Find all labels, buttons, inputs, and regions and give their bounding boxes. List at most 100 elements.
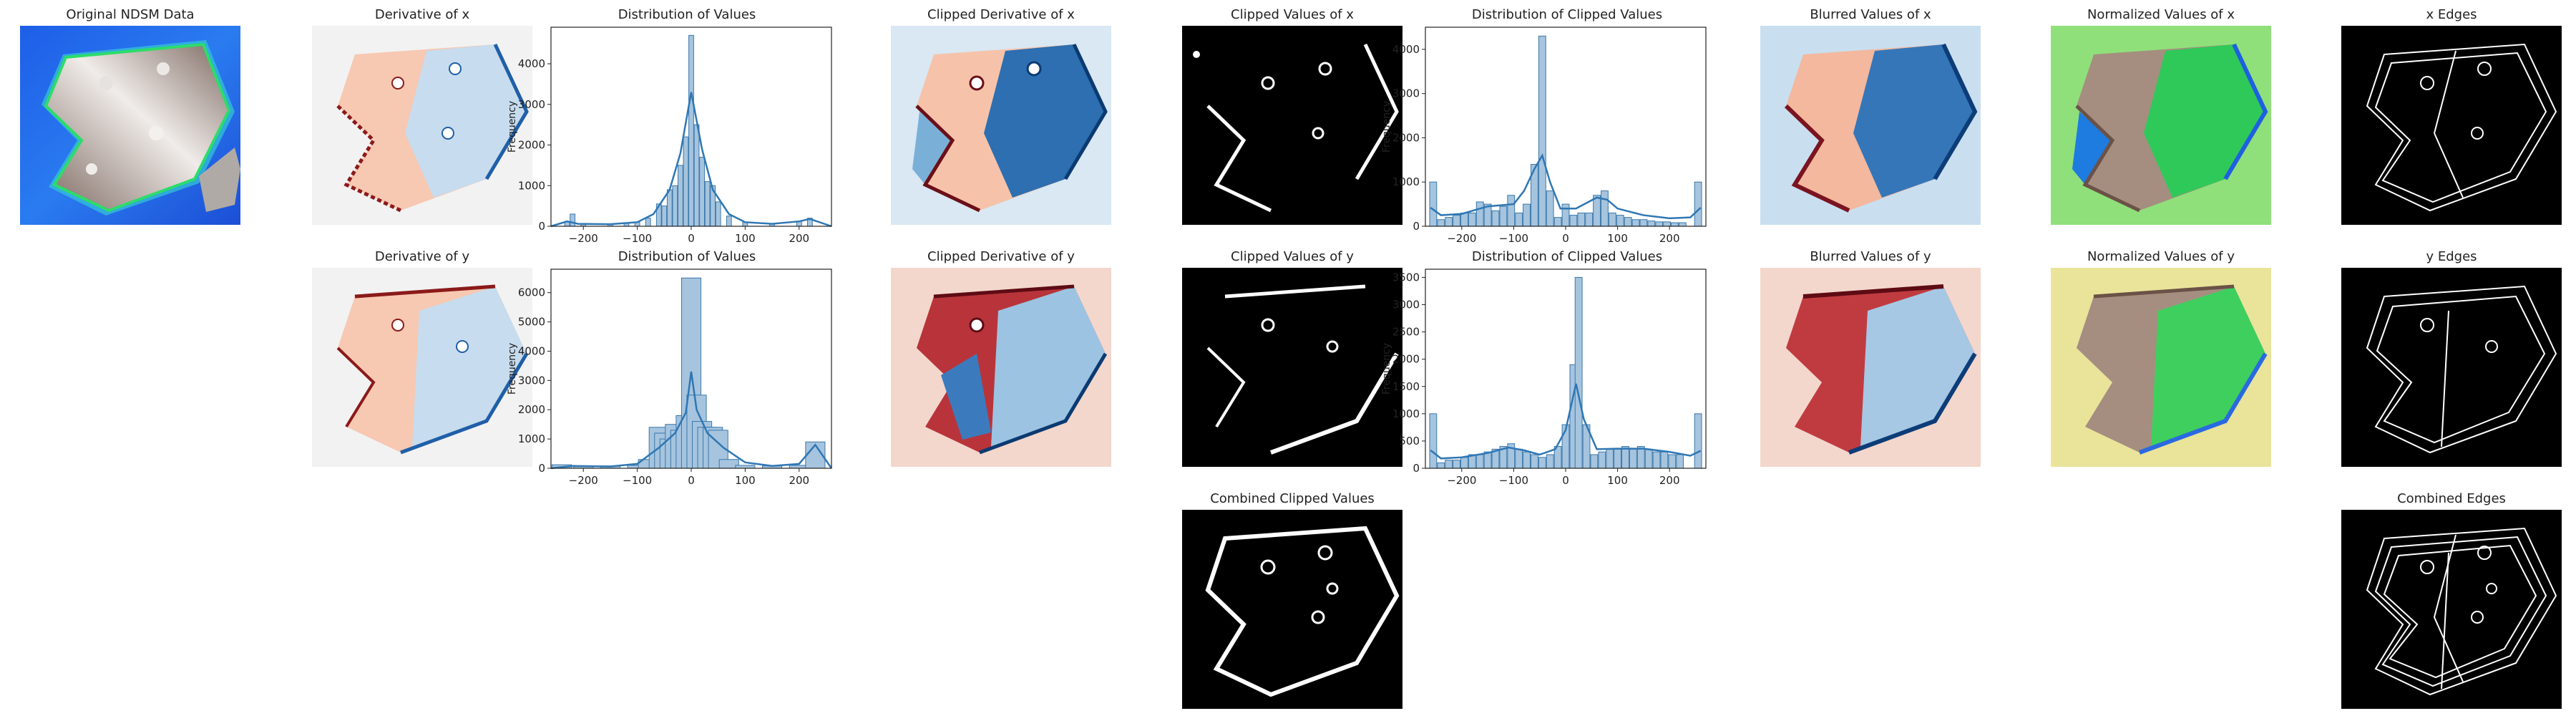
hist-bar (1593, 195, 1601, 227)
hist-bar (1445, 217, 1453, 227)
derivative-y-image (312, 268, 532, 467)
hist-bar (1460, 212, 1468, 227)
x-tick-label: 100 (735, 232, 756, 245)
hist-bar (1460, 457, 1468, 469)
x-tick-label: −200 (1447, 232, 1476, 245)
x-edges-image (2341, 26, 2562, 225)
x-tick-label: 0 (1562, 474, 1569, 487)
y-tick-label: 3500 (1392, 271, 1420, 284)
hist-bar (1515, 448, 1523, 469)
x-tick-label: −100 (623, 232, 652, 245)
histogram-clipped-x: −200 −100 0 100 20001000200030004000Frequenc… (1381, 26, 1707, 245)
y-tick-label: 3000 (1392, 299, 1420, 311)
y-tick-label: 4000 (1392, 43, 1420, 56)
hist-bar (1453, 460, 1460, 469)
hist-bar (1621, 446, 1629, 469)
hist-bar (1678, 222, 1687, 227)
title-clip-vals-y: Clipped Values of y (1231, 249, 1354, 264)
y-tick-label: 1000 (1392, 407, 1420, 420)
x-tick-label: −200 (569, 232, 598, 245)
x-tick-label: 0 (688, 232, 695, 245)
hist-bar (1668, 454, 1677, 469)
x-tick-label: 200 (789, 474, 809, 487)
hist-bar (715, 201, 721, 227)
y-tick-label: 2000 (1392, 353, 1420, 366)
hist-bar (1499, 205, 1508, 227)
hist-bar (1553, 217, 1562, 227)
hist-bar (1671, 222, 1679, 227)
title-edges-x: x Edges (2426, 7, 2477, 22)
title-original: Original NDSM Data (66, 7, 195, 22)
x-tick-label: 100 (735, 474, 756, 487)
hist-bar (1574, 276, 1583, 469)
title-blur-y: Blurred Values of y (1810, 249, 1931, 264)
hist-bar (1475, 201, 1484, 227)
title-dist-y: Distribution of Values (618, 249, 756, 264)
clipped-values-y-image (1182, 268, 1402, 467)
y-tick-label: 500 (1399, 435, 1420, 448)
hist-bar (699, 157, 705, 227)
histogram-values-x: −200 −100 0 100 20001000200030004000Frequenc… (507, 26, 832, 245)
y-tick-label: 4000 (518, 57, 545, 70)
combined-edges-image (2341, 510, 2562, 709)
hist-bar (693, 124, 700, 227)
title-norm-y: Normalized Values of y (2087, 249, 2235, 264)
x-tick-label: −100 (1499, 474, 1528, 487)
y-tick-label: 3000 (518, 98, 545, 111)
x-tick-label: −100 (623, 474, 652, 487)
hist-bar (1538, 457, 1546, 469)
y-tick-label: 0 (1413, 220, 1420, 233)
x-tick-label: 100 (1607, 474, 1628, 487)
y-tick-label: 1000 (1392, 175, 1420, 188)
y-axis-label: Frequency (507, 101, 518, 153)
x-tick-label: 200 (789, 232, 809, 245)
hist-bar (1652, 451, 1661, 469)
hist-bar (1608, 212, 1616, 227)
hist-bar (666, 189, 673, 227)
histogram-values-y: −200 −100 0 100 2000100020003000400050006000… (507, 268, 833, 487)
kde-line (550, 92, 832, 228)
title-clip-deriv-y: Clipped Derivative of y (927, 249, 1075, 264)
hist-bar (672, 185, 678, 227)
hist-bar (1453, 215, 1460, 227)
x-tick-label: 0 (688, 474, 695, 487)
hist-bar (1561, 203, 1570, 227)
hist-bar (704, 181, 711, 227)
hist-bar (1631, 219, 1640, 227)
hist-bar (1429, 413, 1438, 469)
hist-bar (1663, 221, 1671, 227)
hist-bar (678, 165, 683, 227)
hist-bar (1614, 448, 1621, 469)
hist-bar (1429, 181, 1438, 227)
derivative-x-image (312, 26, 532, 225)
original-ndsm-image (20, 26, 240, 225)
hist-bar (1523, 203, 1531, 227)
combined-clipped-image (1182, 510, 1402, 709)
hist-bar (1694, 181, 1702, 227)
hist-bar (1639, 219, 1648, 227)
y-axis-label: Frequency (1381, 101, 1392, 153)
hist-bar (661, 205, 668, 227)
hist-bar (1491, 210, 1500, 227)
hist-bar (1676, 454, 1684, 469)
x-tick-label: −100 (1499, 232, 1528, 245)
y-tick-label: 1000 (518, 179, 545, 192)
y-tick-label: 2500 (1392, 326, 1420, 339)
hist-bar (1445, 460, 1453, 469)
title-clip-vals-x: Clipped Values of x (1231, 7, 1354, 22)
y-tick-label: 2000 (1392, 131, 1420, 144)
hist-bar (1546, 190, 1554, 227)
hist-bar (1647, 221, 1656, 227)
hist-bar (1585, 212, 1594, 227)
y-edges-image (2341, 268, 2562, 467)
title-dist-clip-x: Distribution of Clipped Values (1471, 7, 1663, 22)
y-tick-label: 3000 (518, 374, 545, 387)
x-tick-label: −200 (569, 474, 598, 487)
hist-bar (735, 465, 756, 469)
blurred-y-image (1760, 268, 1981, 467)
y-tick-label: 0 (538, 220, 545, 233)
x-tick-label: −200 (1447, 474, 1476, 487)
y-tick-label: 1500 (1392, 380, 1420, 393)
y-tick-label: 0 (1413, 462, 1420, 475)
hist-bar (1531, 454, 1538, 469)
